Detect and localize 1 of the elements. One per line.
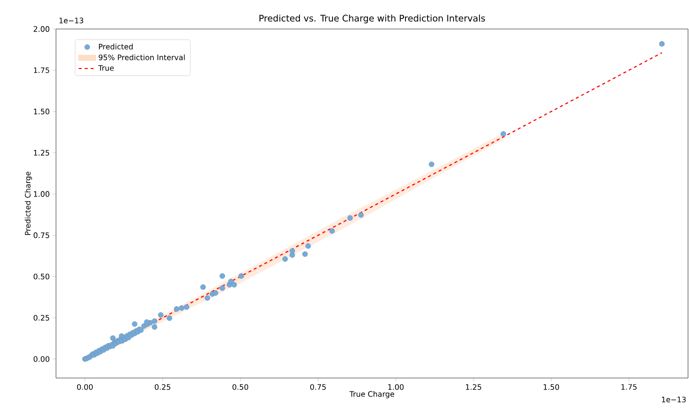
chart-title: Predicted vs. True Charge with Prediction Intervals xyxy=(259,14,485,24)
